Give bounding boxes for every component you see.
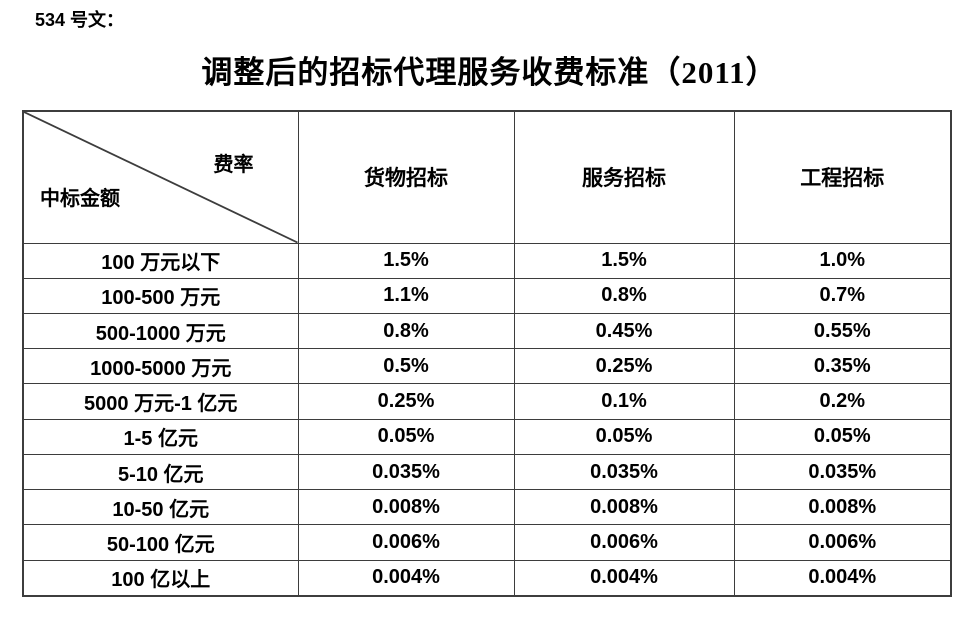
fee-rate-value-cell: 0.004% xyxy=(297,559,515,597)
table-row: 5-10 亿元 0.035% 0.035% 0.035% xyxy=(22,453,952,491)
fee-rate-value-cell: 0.008% xyxy=(733,489,952,526)
corner-label-bid-amount: 中标金额 xyxy=(40,187,120,210)
fee-rate-value-cell: 1.5% xyxy=(297,242,515,279)
table-row: 1000-5000 万元 0.5% 0.25% 0.35% xyxy=(22,348,952,385)
fee-rate-value-cell: 1.1% xyxy=(297,277,515,314)
row-label-bid-amount-range: 10-50 亿元 xyxy=(22,489,299,526)
table-row: 10-50 亿元 0.008% 0.008% 0.008% xyxy=(22,489,952,526)
fee-rate-value-cell: 0.004% xyxy=(733,559,952,597)
fee-rate-value-cell: 0.55% xyxy=(733,312,952,350)
row-label-bid-amount-range: 100 万元以下 xyxy=(22,242,299,279)
fee-rate-value-cell: 0.004% xyxy=(513,559,735,597)
fee-rate-value-cell: 0.8% xyxy=(513,277,735,314)
row-label-bid-amount-range: 100-500 万元 xyxy=(22,277,299,314)
fee-rate-value-cell: 0.006% xyxy=(297,524,515,561)
fee-rate-value-cell: 0.5% xyxy=(297,348,515,385)
fee-rate-value-cell: 0.8% xyxy=(297,312,515,350)
fee-rate-value-cell: 0.035% xyxy=(513,453,735,491)
fee-rate-value-cell: 0.1% xyxy=(513,383,735,420)
fee-table-body: 100 万元以下 1.5% 1.5% 1.0% 100-500 万元 1.1% 0.8% 0.… xyxy=(22,242,952,597)
fee-rate-value-cell: 0.035% xyxy=(733,453,952,491)
fee-rate-value-cell: 0.2% xyxy=(733,383,952,420)
row-label-bid-amount-range: 1-5 亿元 xyxy=(22,418,299,455)
fee-rate-value-cell: 0.006% xyxy=(513,524,735,561)
row-label-bid-amount-range: 500-1000 万元 xyxy=(22,312,299,350)
page-title: 调整后的招标代理服务收费标准（2011） xyxy=(201,55,778,90)
fee-rate-value-cell: 0.25% xyxy=(297,383,515,420)
corner-label-fee-rate: 费率 xyxy=(213,154,254,176)
diagonal-divider-line xyxy=(24,112,298,243)
fee-rate-value-cell: 0.008% xyxy=(297,489,515,526)
table-row: 100 亿以上 0.004% 0.004% 0.004% xyxy=(22,559,952,597)
fee-rate-value-cell: 0.7% xyxy=(733,277,952,314)
fee-table: 费率 中标金额 货物招标 服务招标 工程招标 100 万元以下 1.5% 1.5% 1… xyxy=(22,110,952,597)
table-row: 5000 万元-1 亿元 0.25% 0.1% 0.2% xyxy=(22,383,952,420)
fee-rate-value-cell: 0.05% xyxy=(733,418,952,455)
table-row: 100-500 万元 1.1% 0.8% 0.7% xyxy=(22,277,952,314)
fee-rate-value-cell: 0.25% xyxy=(513,348,735,385)
table-row: 50-100 亿元 0.006% 0.006% 0.006% xyxy=(22,524,952,561)
fee-rate-value-cell: 0.05% xyxy=(297,418,515,455)
doc-number: 534 号文： xyxy=(35,10,125,30)
fee-rate-value-cell: 0.035% xyxy=(297,453,515,491)
fee-rate-value-cell: 0.35% xyxy=(733,348,952,385)
column-header-engineering-bidding: 工程招标 xyxy=(733,110,952,244)
fee-rate-value-cell: 1.0% xyxy=(733,242,952,279)
row-label-bid-amount-range: 5000 万元-1 亿元 xyxy=(22,383,299,420)
row-label-bid-amount-range: 50-100 亿元 xyxy=(22,524,299,561)
column-header-goods-bidding: 货物招标 xyxy=(297,110,515,244)
row-label-bid-amount-range: 1000-5000 万元 xyxy=(22,348,299,385)
row-label-bid-amount-range: 100 亿以上 xyxy=(22,559,299,597)
table-row: 1-5 亿元 0.05% 0.05% 0.05% xyxy=(22,418,952,455)
column-header-service-bidding: 服务招标 xyxy=(513,110,735,244)
corner-cell: 费率 中标金额 xyxy=(22,110,299,244)
header-row: 费率 中标金额 货物招标 服务招标 工程招标 xyxy=(22,110,952,244)
fee-rate-value-cell: 0.008% xyxy=(513,489,735,526)
table-row: 100 万元以下 1.5% 1.5% 1.0% xyxy=(22,242,952,279)
table-row: 500-1000 万元 0.8% 0.45% 0.55% xyxy=(22,312,952,350)
fee-rate-value-cell: 0.006% xyxy=(733,524,952,561)
fee-rate-value-cell: 1.5% xyxy=(513,242,735,279)
fee-rate-value-cell: 0.45% xyxy=(513,312,735,350)
fee-rate-value-cell: 0.05% xyxy=(513,418,735,455)
row-label-bid-amount-range: 5-10 亿元 xyxy=(22,453,299,491)
